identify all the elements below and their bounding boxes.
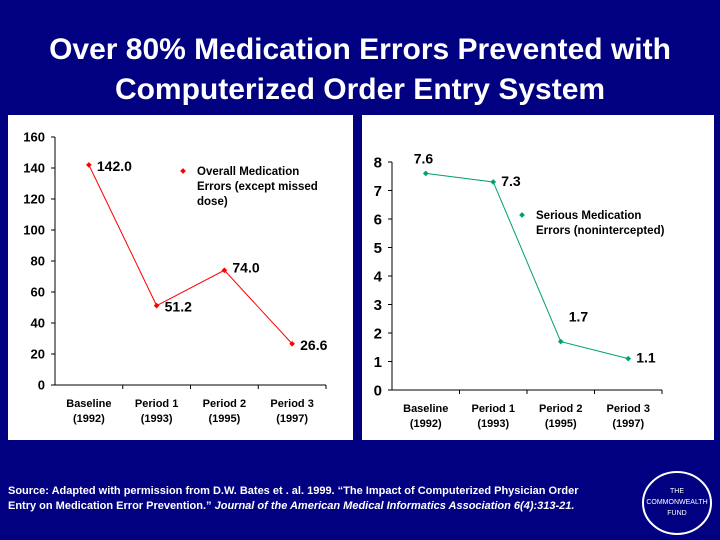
y-tick-label: 120: [23, 192, 45, 207]
data-label: 74.0: [232, 259, 259, 275]
data-label: 51.2: [165, 299, 192, 315]
x-category-label: Period 2: [203, 398, 246, 410]
x-category-year: (1995): [545, 418, 577, 430]
x-category-year: (1993): [477, 418, 509, 430]
legend-label: Overall Medication: [197, 166, 299, 178]
legend-label: Errors (except missed: [197, 181, 318, 193]
x-category-year: (1997): [612, 418, 644, 430]
x-category-label: Period 3: [270, 398, 313, 410]
legend-label: dose): [197, 196, 228, 208]
title-line-2: Computerized Order Entry System: [114, 73, 606, 106]
data-point: [557, 338, 564, 345]
y-tick-label: 7: [374, 183, 382, 200]
y-tick-label: 0: [38, 378, 45, 393]
y-tick-label: 2: [374, 325, 382, 342]
data-label: 142.0: [97, 158, 132, 174]
x-category-year: (1992): [73, 413, 105, 425]
y-tick-label: 60: [31, 285, 45, 300]
legend-marker: [180, 168, 186, 174]
data-label: 1.7: [569, 309, 589, 325]
x-category-year: (1995): [208, 413, 240, 425]
y-tick-label: 160: [23, 130, 45, 145]
data-point: [153, 302, 160, 309]
serious-errors-chart: 0 1 2 3 4 5 6 7 8 Baseline (1992) Period 1 (1993) Per…: [374, 150, 665, 430]
commonwealth-fund-logo: THE COMMONWEALTH FUND: [642, 471, 712, 535]
y-tick-label: 80: [31, 254, 45, 269]
y-tick-label: 5: [374, 240, 382, 257]
data-point: [86, 162, 92, 168]
serious-errors-chart-panel: 0 1 2 3 4 5 6 7 8 Baseline (1992) Period 1 (1993) Per…: [362, 115, 714, 440]
overall-errors-chart-panel: 0 20 40 60 80 100 120 140 160 Baseline (1992) Perio…: [8, 115, 353, 440]
data-point: [625, 355, 632, 362]
y-tick-label: 1: [374, 354, 382, 371]
source-citation: Source: Adapted with permission from D.W…: [8, 484, 608, 514]
series-line: [425, 172, 629, 360]
x-category-label: Baseline: [66, 398, 111, 410]
data-point: [422, 170, 429, 177]
logo-line-3: FUND: [667, 510, 686, 517]
legend-label: Errors (nonintercepted): [536, 225, 665, 237]
data-label: 7.3: [501, 173, 521, 189]
data-label: 1.1: [636, 350, 656, 366]
x-category-label: Period 1: [472, 403, 515, 415]
legend-marker: [519, 212, 525, 218]
x-category-year: (1992): [410, 418, 442, 430]
data-label: 7.6: [414, 150, 434, 166]
data-point: [289, 340, 295, 347]
title-line-1: Over 80% Medication Errors Prevented wit…: [49, 33, 671, 66]
y-tick-label: 100: [23, 223, 45, 238]
source-text: Source: Adapted with permission from D.W…: [8, 485, 579, 512]
data-point: [490, 179, 497, 185]
y-tick-label: 140: [23, 161, 45, 176]
x-category-label: Baseline: [403, 403, 448, 415]
y-tick-label: 6: [374, 211, 382, 228]
data-label: 26.6: [300, 337, 327, 353]
y-tick-label: 4: [374, 268, 383, 285]
data-point: [221, 267, 228, 274]
x-category-label: Period 1: [135, 398, 178, 410]
logo-line-2: COMMONWEALTH: [646, 499, 707, 506]
y-tick-label: 3: [374, 297, 382, 314]
y-tick-label: 8: [374, 154, 382, 171]
source-journal: Journal of the American Medical Informat…: [214, 500, 575, 512]
slide-title: Over 80% Medication Errors Prevented wit…: [0, 30, 720, 110]
series-line: [88, 164, 293, 345]
y-tick-label: 20: [31, 347, 45, 362]
x-category-label: Period 3: [607, 403, 650, 415]
x-category-year: (1997): [276, 413, 308, 425]
x-category-year: (1993): [141, 413, 173, 425]
y-tick-label: 40: [31, 316, 45, 331]
legend-label: Serious Medication: [536, 210, 641, 222]
overall-errors-chart: 0 20 40 60 80 100 120 140 160 Baseline (1992) Perio…: [23, 130, 327, 425]
x-category-label: Period 2: [539, 403, 582, 415]
logo-line-1: THE: [670, 488, 684, 495]
y-tick-label: 0: [374, 382, 382, 399]
